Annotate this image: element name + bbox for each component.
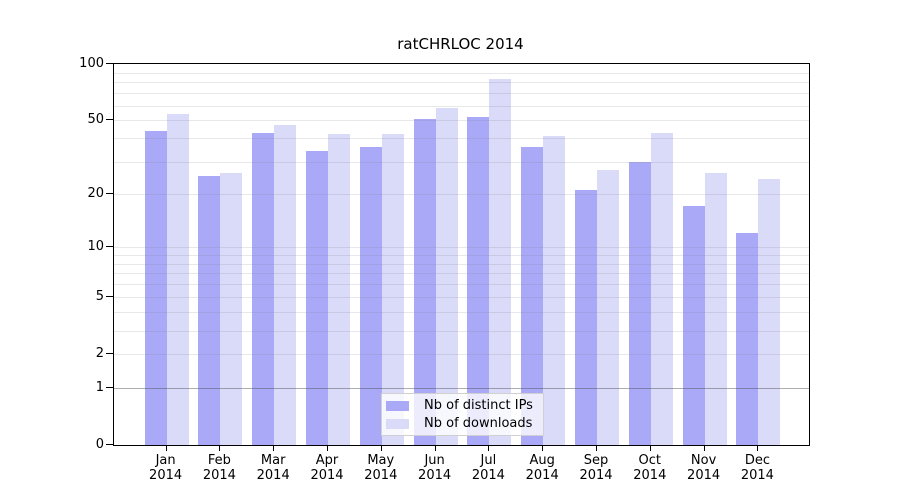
y-tick-label-2: 2 [95, 346, 104, 362]
x-tick-jun [434, 445, 436, 451]
bar-nb-of-downloads-mar [274, 125, 297, 445]
bar-nb-of-distinct-ips-sep [575, 189, 597, 445]
y-tick-2 [106, 353, 113, 355]
x-tick-jan [165, 445, 167, 451]
x-tick-label-jan: Jan 2014 [149, 453, 183, 483]
legend-swatch-distinct-ips [386, 400, 409, 411]
gridline-70 [114, 93, 809, 95]
x-tick-sep [596, 445, 597, 451]
bar-nb-of-downloads-apr [328, 134, 350, 445]
y-tick-10 [106, 246, 113, 248]
x-tick-aug [542, 445, 544, 451]
x-tick-dec [757, 445, 759, 451]
bar-nb-of-downloads-jul [489, 79, 512, 445]
bar-nb-of-downloads-oct [650, 132, 673, 445]
x-tick-label-jul: Jul 2014 [471, 453, 505, 483]
gridline-90 [114, 72, 809, 74]
x-tick-mar [273, 445, 275, 451]
gridline-8 [114, 263, 809, 265]
y-tick-100 [106, 63, 113, 64]
x-tick-feb [219, 445, 221, 451]
y-tick-1 [106, 386, 113, 388]
x-tick-label-feb: Feb 2014 [202, 453, 236, 483]
y-tick-label-0: 0 [95, 437, 104, 452]
y-tick-label-50: 50 [87, 112, 104, 128]
x-tick-label-mar: Mar 2014 [256, 453, 290, 483]
bar-nb-of-distinct-ips-dec [736, 233, 759, 445]
plot-area [113, 63, 810, 446]
legend-label-distinct-ips: Nb of distinct IPs [424, 398, 533, 413]
chart-title: ratCHRLOC 2014 [397, 35, 524, 53]
legend: Nb of distinct IPs Nb of downloads [381, 393, 544, 436]
x-tick-label-apr: Apr 2014 [310, 453, 344, 483]
bar-nb-of-distinct-ips-mar [252, 132, 275, 445]
gridline-4 [114, 312, 809, 314]
y-tick-label-20: 20 [87, 185, 104, 201]
bar-nb-of-distinct-ips-apr [306, 151, 328, 445]
x-tick-label-dec: Dec 2014 [740, 453, 774, 483]
y-tick-label-100: 100 [79, 56, 104, 71]
y-tick-20 [106, 192, 113, 194]
gridline-50 [114, 120, 809, 122]
gridline-40 [114, 138, 809, 140]
bar-nb-of-distinct-ips-jan [144, 130, 167, 445]
gridline-6 [114, 284, 809, 286]
x-tick-jul [488, 445, 490, 451]
bar-nb-of-downloads-may [381, 134, 404, 445]
legend-label-downloads: Nb of downloads [424, 416, 533, 431]
gridline-3 [114, 330, 809, 332]
bar-nb-of-downloads-jan [166, 114, 189, 445]
x-tick-label-sep: Sep 2014 [579, 453, 613, 483]
y-tick-label-1: 1 [95, 379, 104, 395]
x-tick-label-nov: Nov 2014 [687, 453, 721, 483]
y-tick-label-10: 10 [87, 239, 104, 255]
bar-nb-of-distinct-ips-nov [682, 206, 705, 445]
gridline-80 [114, 82, 809, 84]
gridline-20 [114, 193, 809, 195]
gridline-2 [114, 354, 809, 356]
x-tick-oct [649, 445, 651, 451]
legend-swatch-downloads [386, 418, 409, 429]
bar-nb-of-downloads-jun [435, 108, 458, 445]
y-tick-label-5: 5 [95, 289, 104, 305]
bar-nb-of-downloads-dec [758, 179, 781, 445]
legend-row-downloads: Nb of downloads [386, 417, 543, 430]
x-tick-label-aug: Aug 2014 [525, 453, 559, 483]
bar-nb-of-distinct-ips-oct [628, 161, 651, 445]
bar-nb-of-distinct-ips-aug [521, 146, 544, 445]
x-tick-label-jun: Jun 2014 [418, 453, 452, 483]
bar-nb-of-distinct-ips-may [359, 146, 382, 445]
gridline-9 [114, 254, 809, 256]
y-tick-0 [106, 444, 113, 445]
bar-nb-of-downloads-nov [704, 172, 727, 445]
y-tick-5 [106, 296, 113, 298]
bar-nb-of-distinct-ips-jun [413, 118, 436, 445]
legend-row-distinct-ips: Nb of distinct IPs [386, 399, 543, 412]
x-tick-label-may: May 2014 [364, 453, 398, 483]
x-tick-nov [703, 445, 705, 451]
bar-nb-of-distinct-ips-jul [467, 117, 490, 445]
bar-nb-of-downloads-aug [543, 136, 566, 445]
bar-nb-of-downloads-sep [597, 169, 619, 445]
gridline-emphasis-1 [114, 387, 809, 389]
gridline-5 [114, 297, 809, 299]
y-tick-50 [106, 119, 113, 121]
bar-nb-of-downloads-feb [220, 172, 243, 445]
bar-nb-of-distinct-ips-feb [198, 176, 221, 445]
gridline-60 [114, 105, 809, 107]
x-tick-apr [327, 445, 328, 451]
gridline-10 [114, 247, 809, 249]
gridline-7 [114, 273, 809, 275]
x-tick-label-oct: Oct 2014 [633, 453, 667, 483]
gridline-30 [114, 161, 809, 163]
x-tick-may [380, 445, 382, 451]
